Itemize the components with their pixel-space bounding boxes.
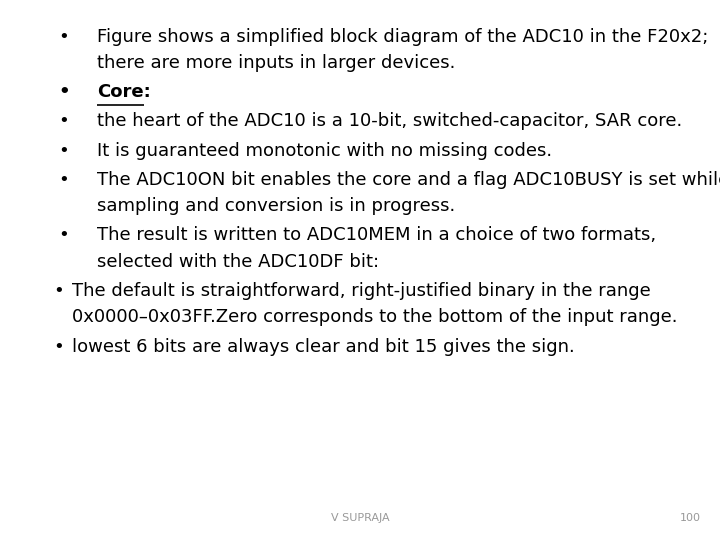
- Text: selected with the ADC10DF bit:: selected with the ADC10DF bit:: [97, 253, 379, 271]
- Text: there are more inputs in larger devices.: there are more inputs in larger devices.: [97, 54, 456, 72]
- Text: the heart of the ADC10 is a 10-bit, switched-capacitor, SAR core.: the heart of the ADC10 is a 10-bit, swit…: [97, 112, 683, 131]
- Text: 100: 100: [680, 514, 701, 523]
- Text: •: •: [58, 28, 69, 46]
- Text: lowest 6 bits are always clear and bit 15 gives the sign.: lowest 6 bits are always clear and bit 1…: [72, 338, 575, 355]
- Text: The ADC10ON bit enables the core and a flag ADC10BUSY is set while: The ADC10ON bit enables the core and a f…: [97, 171, 720, 189]
- Text: Figure shows a simplified block diagram of the ADC10 in the F20x2;: Figure shows a simplified block diagram …: [97, 28, 708, 46]
- Text: V SUPRAJA: V SUPRAJA: [330, 514, 390, 523]
- Text: 0x0000–0x03FF.Zero corresponds to the bottom of the input range.: 0x0000–0x03FF.Zero corresponds to the bo…: [72, 308, 678, 326]
- Text: •: •: [53, 282, 63, 300]
- Text: •: •: [58, 112, 69, 131]
- Text: sampling and conversion is in progress.: sampling and conversion is in progress.: [97, 197, 456, 215]
- Text: •: •: [58, 83, 70, 102]
- Text: •: •: [58, 226, 69, 245]
- Text: The result is written to ADC10MEM in a choice of two formats,: The result is written to ADC10MEM in a c…: [97, 226, 657, 245]
- Text: •: •: [58, 141, 69, 160]
- Text: The default is straightforward, right-justified binary in the range: The default is straightforward, right-ju…: [72, 282, 651, 300]
- Text: •: •: [58, 171, 69, 189]
- Text: It is guaranteed monotonic with no missing codes.: It is guaranteed monotonic with no missi…: [97, 141, 552, 160]
- Text: Core:: Core:: [97, 83, 151, 102]
- Text: •: •: [53, 338, 63, 355]
